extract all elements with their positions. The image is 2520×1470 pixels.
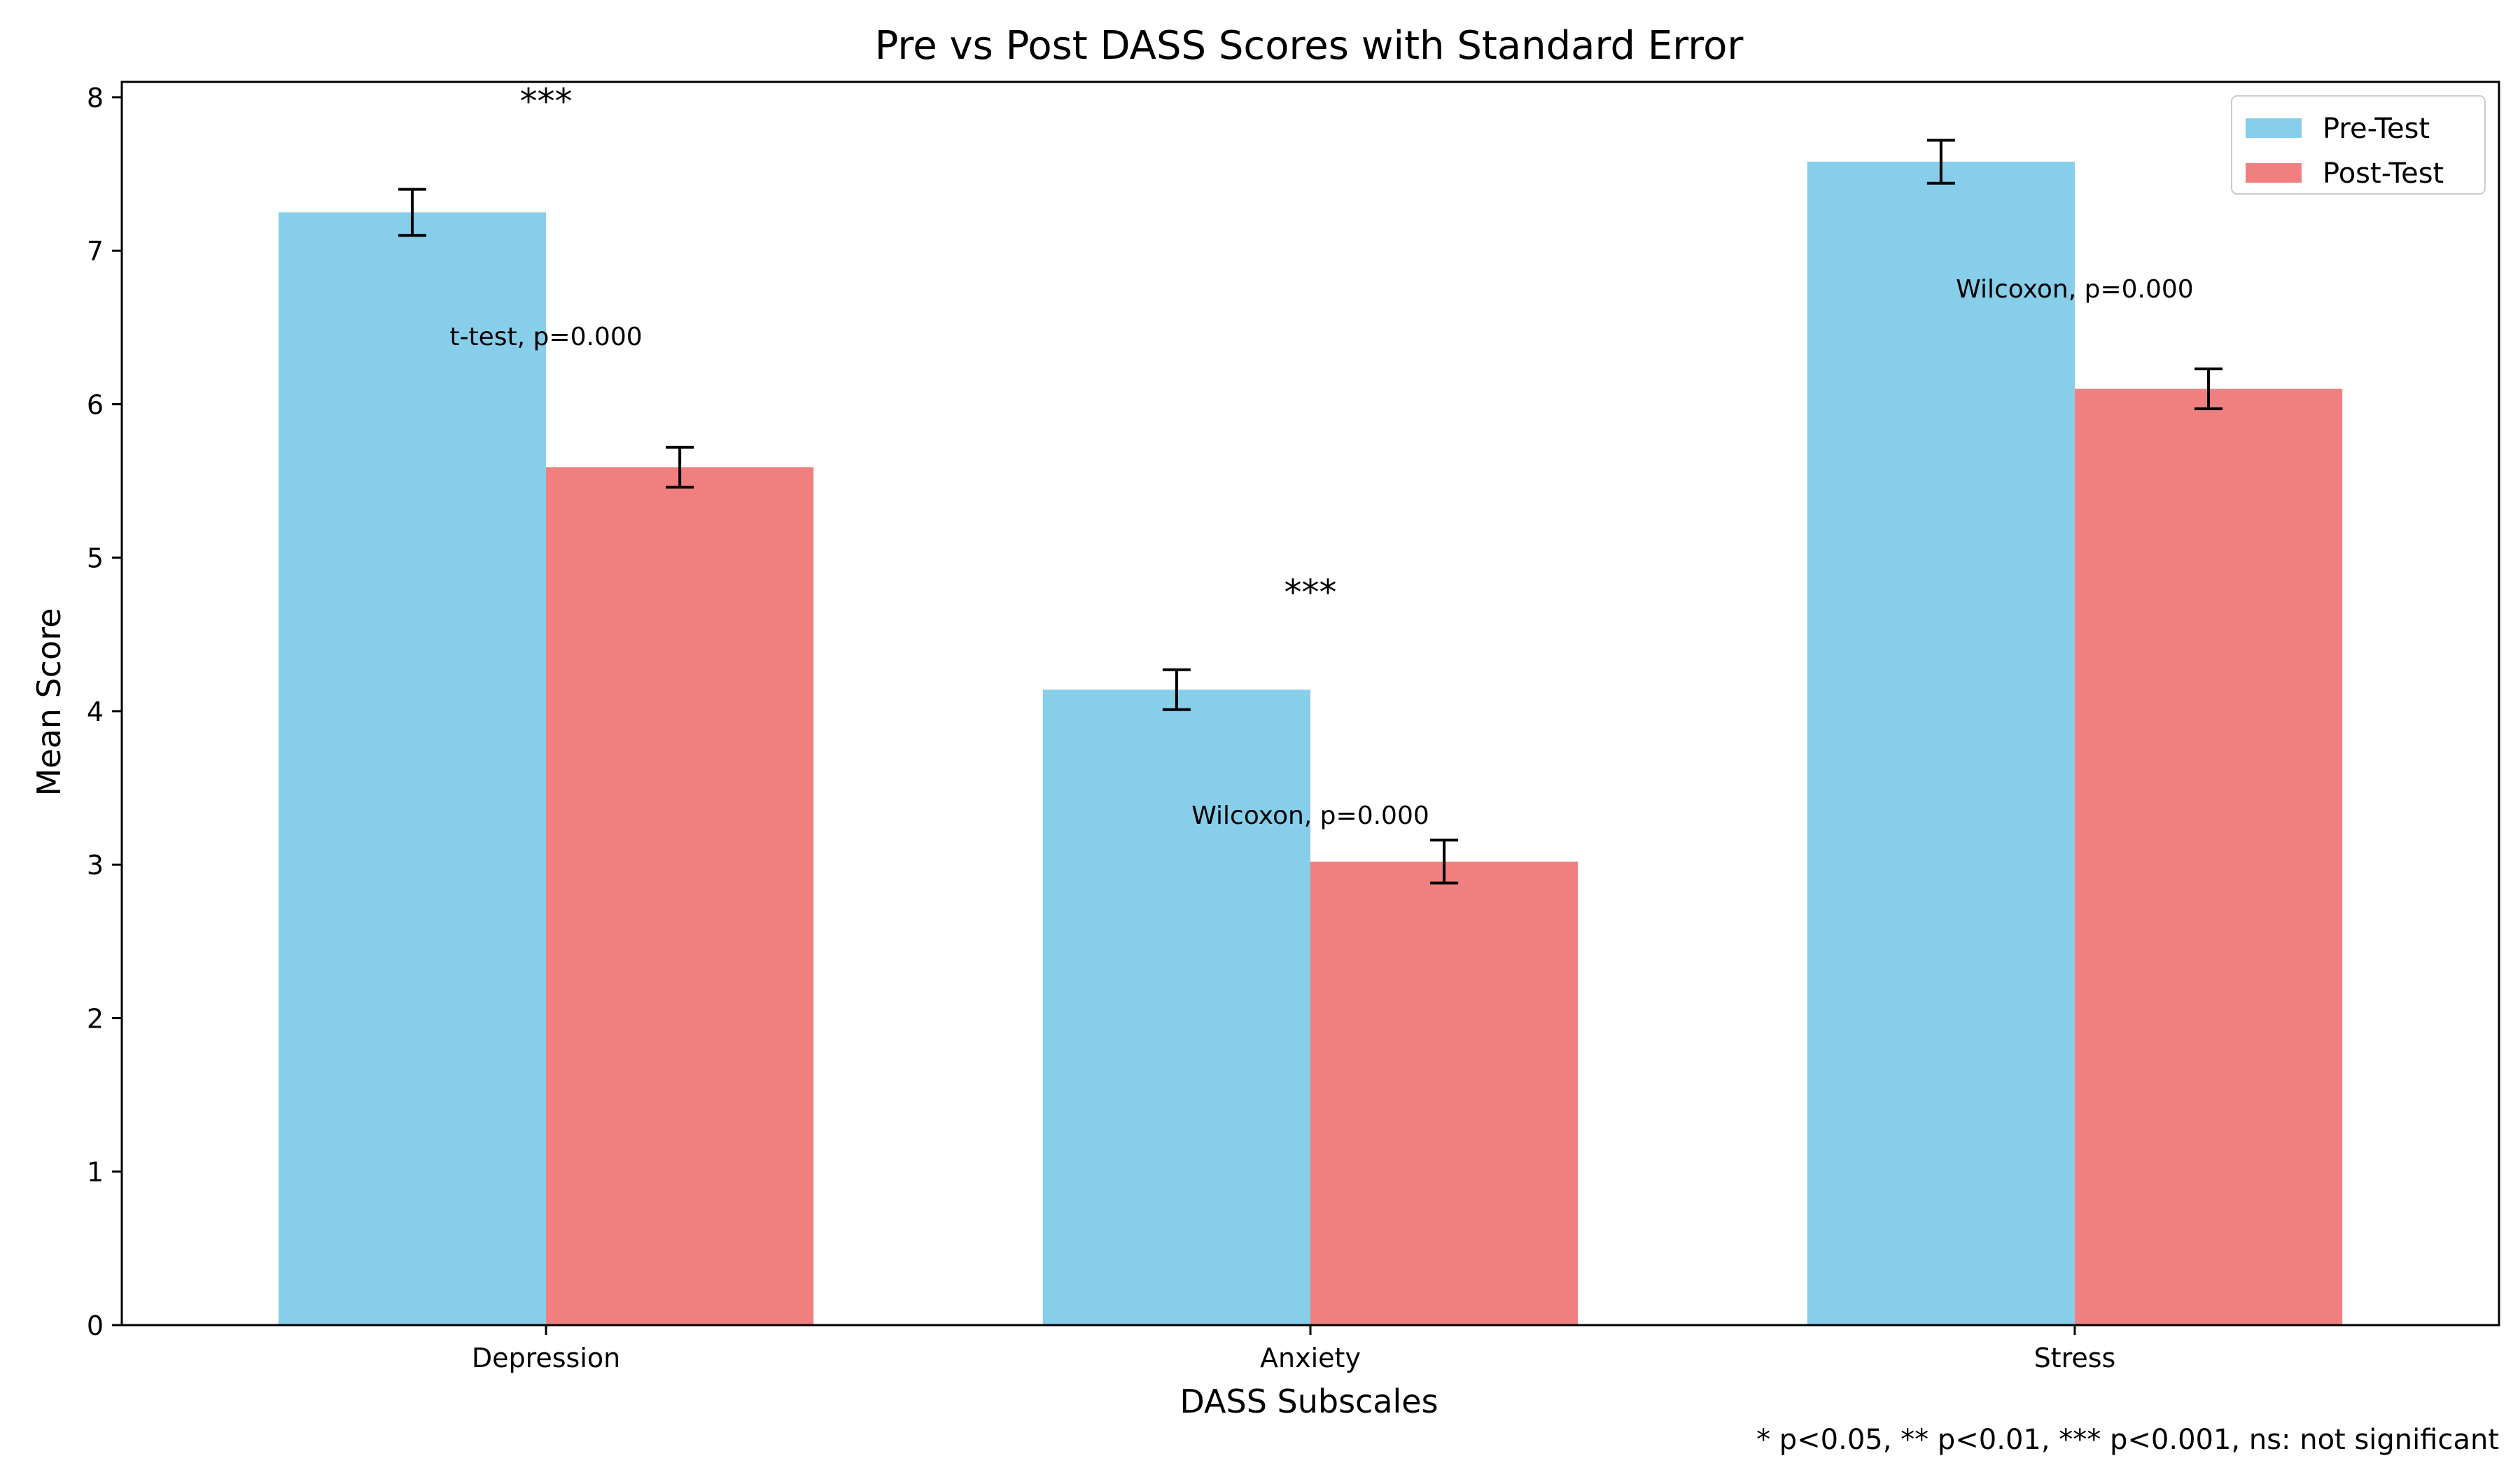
y-tick-label: 2	[87, 1003, 104, 1034]
bar-post-test-anxiety	[1310, 861, 1578, 1325]
test-annotation: Wilcoxon, p=0.000	[1956, 275, 2194, 304]
legend-label: Pre-Test	[2323, 113, 2430, 145]
legend-swatch-post-test	[2246, 163, 2302, 183]
significance-footnote: * p<0.05, ** p<0.01, *** p<0.001, ns: no…	[1756, 1424, 2499, 1456]
y-tick-label: 0	[87, 1310, 104, 1341]
y-tick-label: 1	[87, 1157, 104, 1188]
y-tick-label: 4	[87, 696, 104, 727]
error-bar-pre-test-anxiety	[1162, 668, 1191, 711]
bar-post-test-stress	[2074, 388, 2343, 1325]
significance-label: ***	[520, 81, 573, 122]
y-tick-label: 3	[87, 850, 104, 881]
x-axis-label: DASS Subscales	[1180, 1382, 1438, 1420]
y-tick-label: 6	[87, 389, 104, 420]
error-bar-post-test-depression	[666, 445, 694, 489]
error-bar-pre-test-depression	[398, 188, 426, 237]
bar-pre-test-anxiety	[1042, 690, 1310, 1325]
y-axis-label: Mean Score	[30, 608, 68, 797]
x-tick-label: Anxiety	[1260, 1343, 1361, 1373]
error-bar-post-test-anxiety	[1430, 839, 1459, 885]
y-tick-label: 8	[87, 83, 104, 113]
test-annotation: Wilcoxon, p=0.000	[1191, 802, 1429, 830]
significance-label: ***	[1284, 573, 1337, 613]
y-tick-label: 7	[87, 236, 104, 267]
bar-pre-test-stress	[1807, 162, 2075, 1326]
chart-legend: Pre-Test Post-Test	[2231, 95, 2486, 195]
chart-title: Pre vs Post DASS Scores with Standard Er…	[875, 23, 1744, 69]
y-tick-label: 5	[87, 543, 104, 574]
legend-label: Post-Test	[2323, 158, 2444, 190]
bar-post-test-depression	[546, 467, 814, 1325]
test-annotation: t-test, p=0.000	[449, 323, 642, 351]
x-tick-label: Depression	[472, 1343, 620, 1373]
bar-pre-test-depression	[278, 212, 547, 1325]
x-tick-label: Stress	[2034, 1343, 2116, 1373]
error-bar-pre-test-stress	[1926, 139, 1955, 185]
error-bar-post-test-stress	[2194, 368, 2223, 411]
legend-swatch-pre-test	[2246, 118, 2302, 138]
plot-area: 0 1 2 3 4 5 6 7 8 Depression Anxiety Stress *** *** t-…	[87, 80, 2500, 1373]
